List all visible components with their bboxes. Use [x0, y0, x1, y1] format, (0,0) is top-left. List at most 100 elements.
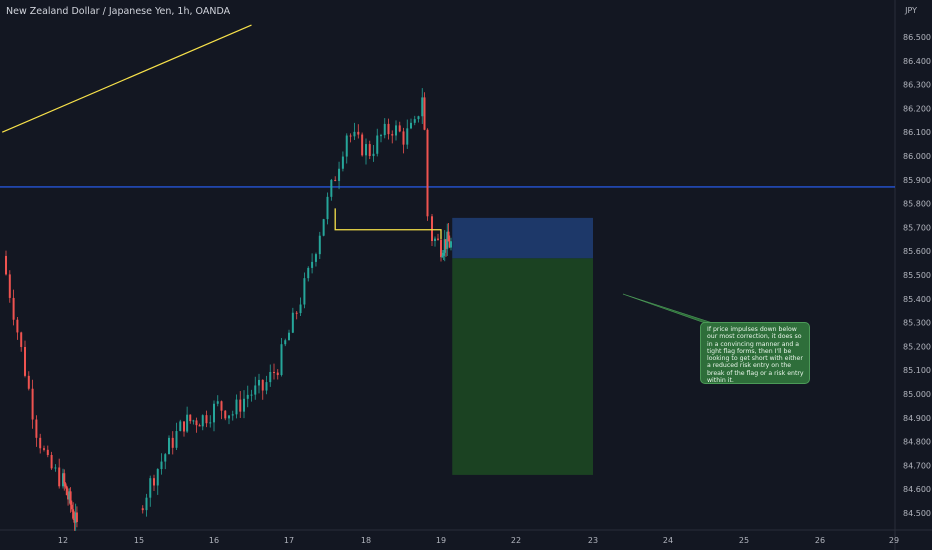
- candle-body: [250, 394, 253, 396]
- candle-body: [318, 235, 321, 255]
- candle-body: [31, 388, 34, 420]
- x-tick-label: 19: [436, 536, 446, 545]
- stop-loss-zone: [452, 217, 593, 259]
- candle-body: [39, 437, 42, 449]
- candle-body: [280, 344, 283, 376]
- candle-body: [50, 454, 53, 469]
- candle-body: [276, 372, 279, 376]
- candle-body: [73, 518, 76, 523]
- y-tick-label: 85.400: [903, 295, 931, 304]
- y-tick-label: 86.300: [903, 81, 931, 90]
- candle-body: [383, 123, 386, 136]
- candle-body: [441, 255, 444, 258]
- candle-body: [434, 238, 436, 242]
- candle-body: [254, 385, 257, 395]
- candle-body: [27, 375, 30, 389]
- x-tick-label: 12: [58, 536, 68, 545]
- candle-body: [62, 473, 64, 487]
- candle-body: [437, 238, 439, 240]
- candle-body: [175, 431, 178, 448]
- y-tick-label: 85.600: [903, 247, 931, 256]
- candle-body: [192, 420, 195, 422]
- candle-body: [65, 486, 68, 496]
- y-tick-label: 84.900: [903, 414, 931, 423]
- candle-body: [447, 231, 450, 242]
- candle-body: [179, 421, 182, 432]
- candle-body: [228, 415, 230, 419]
- candle-body: [398, 125, 401, 132]
- y-tick-label: 85.200: [903, 342, 931, 351]
- candle-body: [54, 467, 57, 469]
- candle-body: [426, 129, 429, 217]
- candle-body: [24, 346, 26, 376]
- candle-body: [423, 97, 426, 130]
- candle-body: [205, 415, 208, 424]
- chart-title: New Zealand Dollar / Japanese Yen, 1h, O…: [6, 6, 231, 17]
- candle-body: [58, 467, 61, 487]
- x-tick-label: 18: [361, 536, 371, 545]
- candle-body: [265, 382, 268, 391]
- candle-body: [213, 403, 215, 423]
- candle-body: [353, 131, 356, 137]
- candle-body: [446, 231, 449, 249]
- annotation-note[interactable]: If price impulses down below our most co…: [700, 322, 810, 384]
- candle-body: [273, 371, 275, 373]
- candle-body: [70, 504, 73, 510]
- candle-body: [160, 461, 163, 470]
- candle-body: [243, 398, 245, 412]
- candle-body: [314, 254, 317, 262]
- candle-body: [171, 437, 174, 448]
- x-tick-label: 17: [284, 536, 294, 545]
- candle-body: [195, 420, 198, 426]
- candle-body: [330, 179, 333, 197]
- candle-body: [186, 414, 189, 432]
- candle-body: [442, 252, 445, 256]
- x-tick-label: 15: [134, 536, 144, 545]
- candle-body: [345, 135, 348, 157]
- candle-body: [326, 196, 329, 220]
- candle-body: [168, 437, 170, 455]
- candle-body: [450, 241, 452, 248]
- y-tick-label: 84.700: [903, 461, 931, 470]
- candle-body: [153, 478, 155, 486]
- candle-body: [413, 119, 416, 123]
- y-tick-label: 84.500: [903, 509, 931, 518]
- x-tick-label: 23: [588, 536, 598, 545]
- candle-body: [246, 394, 249, 399]
- candle-body: [20, 332, 23, 347]
- candle-body: [156, 469, 159, 486]
- candle-body: [307, 267, 310, 279]
- candle-body: [269, 371, 272, 383]
- candle-body: [258, 379, 260, 386]
- candle-body: [380, 135, 382, 137]
- candle-body: [224, 410, 227, 419]
- candle-body: [288, 332, 290, 341]
- candle-body: [322, 219, 325, 236]
- candle-body: [75, 512, 78, 522]
- candle-body: [406, 128, 409, 145]
- candle-body: [445, 239, 447, 249]
- candle-body: [164, 454, 167, 462]
- candle-body: [368, 144, 371, 157]
- candle-body: [220, 401, 223, 411]
- candle-body: [198, 425, 201, 427]
- candle-body: [46, 449, 49, 455]
- candle-body: [12, 297, 15, 320]
- candle-body: [72, 509, 75, 519]
- x-tick-label: 26: [815, 536, 825, 545]
- candle-body: [338, 168, 341, 181]
- candle-body: [372, 153, 375, 157]
- candle-body: [402, 131, 405, 145]
- candle-body: [69, 491, 72, 505]
- candle-body: [68, 491, 71, 500]
- candle-body: [448, 241, 451, 248]
- candle-body: [141, 508, 144, 511]
- candle-body: [295, 312, 298, 314]
- take-profit-zone: [452, 258, 593, 475]
- candle-body: [361, 134, 364, 156]
- y-tick-label: 85.700: [903, 223, 931, 232]
- candle-body: [443, 239, 446, 253]
- candle-body: [291, 312, 294, 333]
- candle-body: [417, 116, 420, 120]
